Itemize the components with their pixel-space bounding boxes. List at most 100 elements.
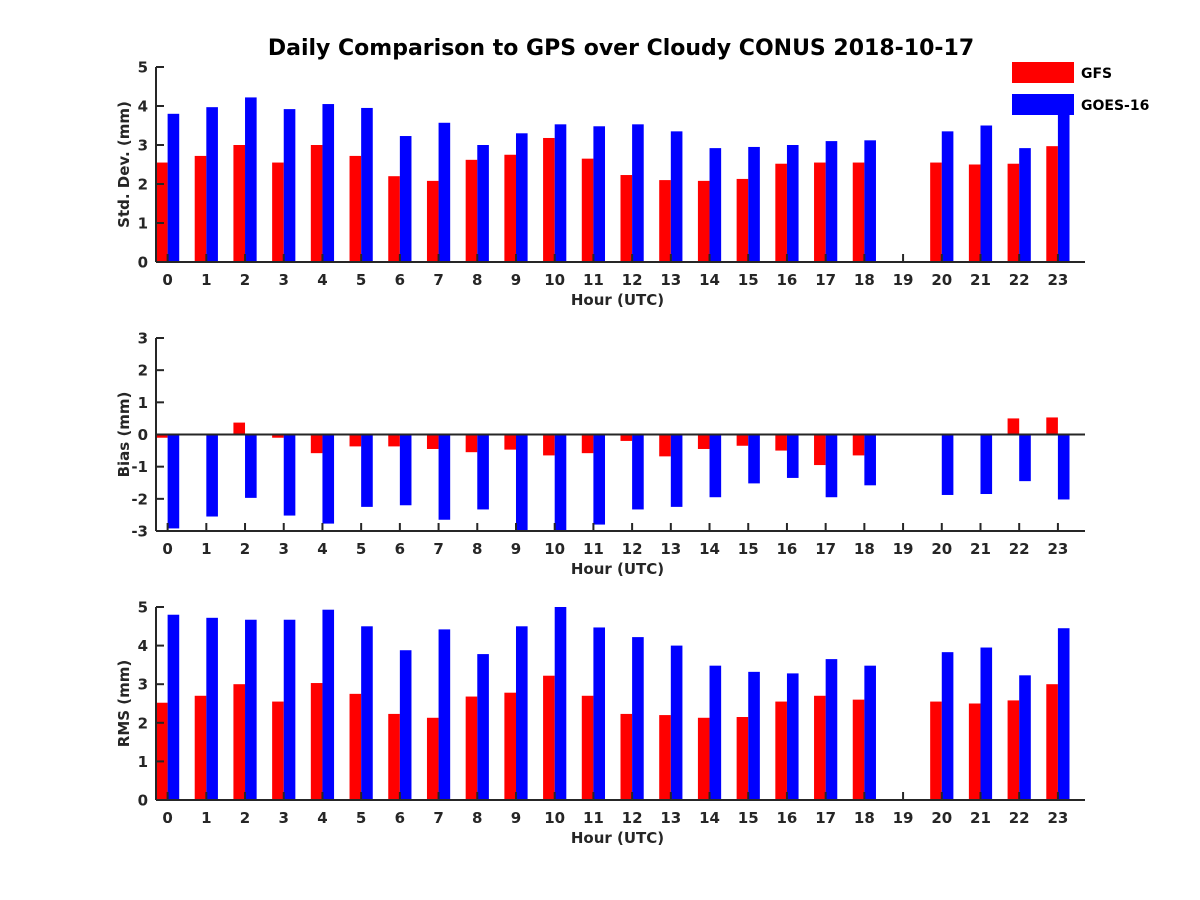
x-tick-label-std: 15 [738, 271, 759, 289]
bar-rms-goes-16-hour-14 [709, 665, 722, 800]
x-tick-label-rms: 1 [201, 809, 211, 827]
bar-rms-goes-16-hour-13 [670, 645, 683, 800]
bar-rms-gfs-hour-15 [736, 717, 749, 800]
bar-std-goes-16-hour-13 [670, 131, 683, 262]
bar-bias-goes-16-hour-16 [786, 434, 799, 478]
y-tick-label-rms: 4 [138, 637, 148, 655]
bar-rms-goes-16-hour-22 [1019, 675, 1031, 800]
bar-std-goes-16-hour-0 [167, 113, 180, 262]
bar-std-gfs-hour-23 [1046, 146, 1058, 262]
x-tick-label-rms: 20 [931, 809, 952, 827]
bar-rms-goes-16-hour-16 [786, 673, 799, 800]
bar-std-gfs-hour-11 [581, 158, 594, 262]
bar-rms-gfs-hour-23 [1046, 684, 1058, 800]
bar-bias-goes-16-hour-18 [864, 434, 876, 486]
bar-rms-goes-16-hour-15 [748, 671, 760, 800]
bar-rms-gfs-hour-22 [1007, 700, 1020, 800]
bar-std-goes-16-hour-6 [399, 136, 412, 262]
bar-std-goes-16-hour-11 [593, 126, 606, 262]
x-tick-label-bias: 0 [162, 540, 172, 558]
bar-rms-gfs-hour-11 [581, 695, 594, 800]
bar-bias-goes-16-hour-11 [593, 434, 606, 525]
x-tick-label-bias: 11 [583, 540, 604, 558]
bar-std-gfs-hour-10 [543, 137, 555, 262]
bar-bias-gfs-hour-8 [465, 434, 478, 453]
bar-std-goes-16-hour-8 [477, 145, 489, 262]
x-tick-label-std: 19 [893, 271, 914, 289]
x-tick-label-rms: 13 [660, 809, 681, 827]
bar-std-goes-16-hour-23 [1057, 100, 1070, 263]
bar-std-gfs-hour-15 [736, 178, 749, 262]
bar-rms-gfs-hour-8 [465, 696, 478, 800]
x-tick-label-std: 6 [395, 271, 405, 289]
y-tick-label-bias: 0 [138, 426, 148, 444]
bar-bias-goes-16-hour-3 [283, 434, 296, 516]
y-tick-label-bias: 3 [138, 330, 148, 348]
x-tick-label-std: 12 [622, 271, 643, 289]
x-tick-label-std: 7 [433, 271, 443, 289]
x-tick-label-bias: 1 [201, 540, 211, 558]
bar-rms-goes-16-hour-6 [399, 650, 412, 800]
bar-bias-gfs-hour-15 [736, 434, 749, 446]
legend-swatch-gfs [1012, 62, 1074, 83]
bar-rms-gfs-hour-10 [543, 675, 555, 800]
bar-rms-goes-16-hour-20 [941, 652, 954, 800]
x-tick-label-bias: 12 [622, 540, 643, 558]
x-tick-label-std: 17 [815, 271, 836, 289]
y-axis-label-bias: Bias (mm) [115, 392, 133, 478]
bar-std-gfs-hour-1 [194, 155, 207, 262]
x-tick-label-bias: 5 [356, 540, 366, 558]
bar-std-goes-16-hour-10 [554, 124, 567, 262]
x-tick-label-std: 10 [544, 271, 565, 289]
bar-rms-goes-16-hour-1 [206, 617, 218, 800]
bar-std-gfs-hour-4 [310, 145, 323, 262]
x-tick-label-bias: 2 [240, 540, 250, 558]
bar-bias-gfs-hour-4 [310, 434, 323, 454]
y-tick-label-rms: 0 [138, 792, 148, 810]
bar-std-goes-16-hour-16 [786, 145, 799, 262]
x-tick-label-rms: 6 [395, 809, 405, 827]
x-tick-label-rms: 0 [162, 809, 172, 827]
bar-bias-goes-16-hour-12 [632, 434, 644, 510]
bar-bias-goes-16-hour-8 [477, 434, 489, 510]
y-tick-label-bias: -3 [131, 523, 148, 541]
bar-std-goes-16-hour-17 [825, 141, 838, 262]
x-tick-label-bias: 16 [777, 540, 798, 558]
x-tick-label-rms: 9 [511, 809, 521, 827]
bar-std-goes-16-hour-2 [245, 97, 257, 262]
bar-rms-goes-16-hour-4 [322, 609, 335, 800]
x-tick-label-bias: 21 [970, 540, 991, 558]
x-tick-label-std: 20 [931, 271, 952, 289]
y-tick-label-std: 1 [138, 215, 148, 233]
bar-rms-gfs-hour-16 [775, 701, 787, 800]
bar-std-gfs-hour-12 [620, 175, 633, 262]
bar-rms-goes-16-hour-12 [632, 637, 644, 800]
bar-rms-goes-16-hour-23 [1057, 628, 1070, 800]
x-tick-label-rms: 16 [777, 809, 798, 827]
bar-std-gfs-hour-7 [426, 180, 439, 262]
bar-rms-gfs-hour-0 [156, 702, 168, 800]
bar-std-goes-16-hour-20 [941, 131, 954, 262]
x-tick-label-std: 5 [356, 271, 366, 289]
x-tick-label-rms: 8 [472, 809, 482, 827]
y-tick-label-std: 3 [138, 137, 148, 155]
bar-rms-gfs-hour-2 [233, 684, 246, 800]
bar-rms-gfs-hour-6 [388, 713, 400, 800]
x-tick-label-std: 21 [970, 271, 991, 289]
bar-std-gfs-hour-20 [930, 162, 942, 262]
y-axis-label-rms: RMS (mm) [115, 660, 133, 747]
bar-bias-goes-16-hour-14 [709, 434, 722, 498]
bar-bias-gfs-hour-14 [697, 434, 710, 449]
bar-rms-goes-16-hour-9 [515, 626, 528, 800]
x-axis-label-std: Hour (UTC) [571, 291, 664, 309]
bar-std-goes-16-hour-15 [748, 146, 760, 262]
x-tick-label-bias: 4 [317, 540, 327, 558]
y-tick-label-rms: 5 [138, 599, 148, 617]
bar-bias-gfs-hour-22 [1007, 418, 1020, 435]
bar-std-goes-16-hour-4 [322, 104, 335, 262]
x-tick-label-bias: 17 [815, 540, 836, 558]
bar-bias-goes-16-hour-13 [670, 434, 683, 507]
legend-label-gfs: GFS [1081, 66, 1112, 82]
